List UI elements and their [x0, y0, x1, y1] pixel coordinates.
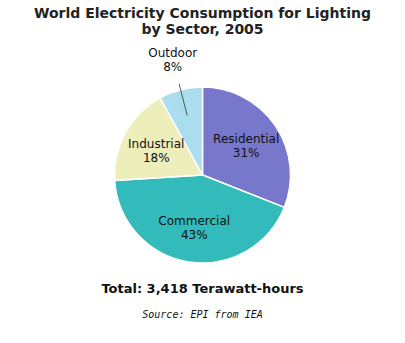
slice [115, 175, 285, 263]
category-label: Residential [213, 132, 279, 146]
value-label: 43% [181, 228, 208, 242]
leader-line [179, 84, 187, 116]
slices [114, 87, 290, 263]
slice-labels: Residential31% Commercial43% Industrial18%… [128, 46, 279, 242]
chart: World Electricity Consumption for Lighti… [0, 0, 405, 343]
category-label: Outdoor [148, 46, 197, 60]
slice-label: Outdoor8% [148, 46, 197, 74]
title-line: by Sector, 2005 [141, 21, 263, 37]
slice-label: Commercial43% [158, 214, 230, 242]
source-label: Source: EPI from IEA [142, 309, 262, 320]
total-label: Total: 3,418 Terawatt-hours [101, 281, 303, 296]
value-label: 8% [163, 60, 182, 74]
slice-label: Industrial18% [128, 137, 184, 165]
value-label: 31% [233, 146, 260, 160]
value-label: 18% [143, 151, 170, 165]
title-line: World Electricity Consumption for Lighti… [34, 5, 371, 21]
slice-label: Residential31% [213, 132, 279, 160]
title: World Electricity Consumption for Lighti… [34, 5, 371, 37]
category-label: Commercial [158, 214, 230, 228]
category-label: Industrial [128, 137, 184, 151]
chart-container: World Electricity Consumption for Lighti… [0, 0, 405, 343]
